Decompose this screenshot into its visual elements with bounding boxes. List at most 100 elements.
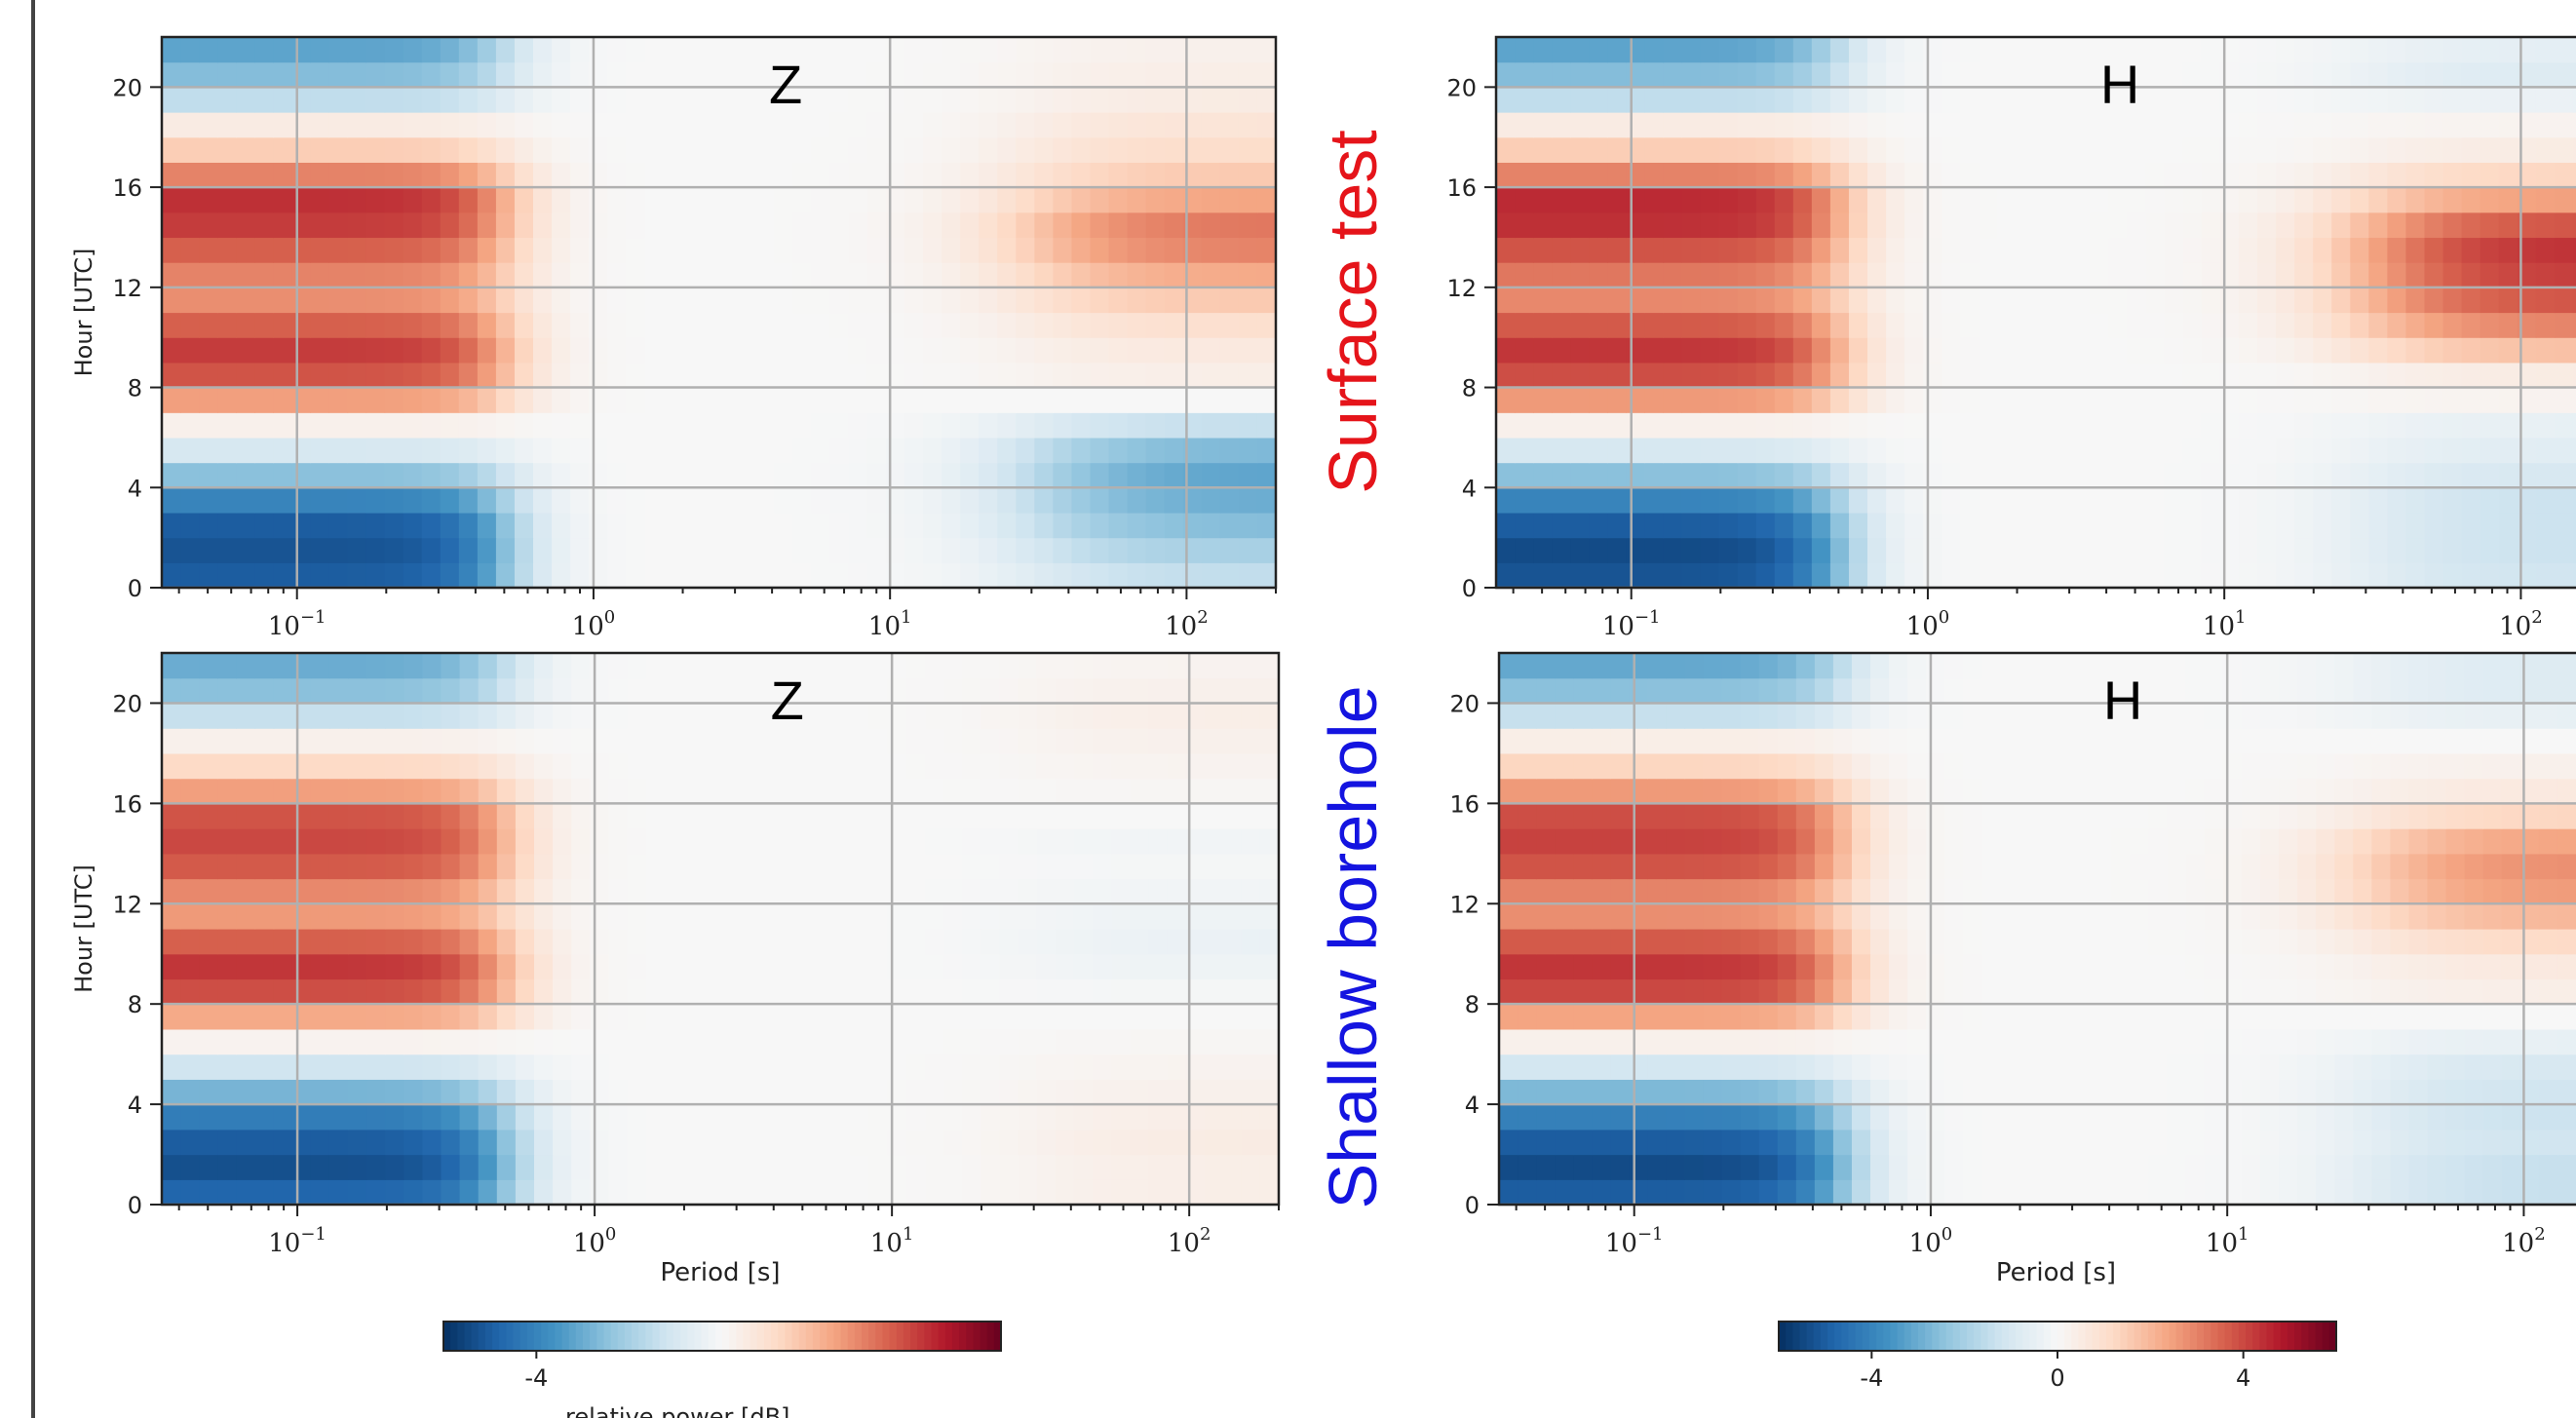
- heatmap-cell: [1018, 953, 1038, 980]
- heatmap-cell: [1997, 287, 2017, 314]
- heatmap-cell: [1036, 853, 1057, 880]
- heatmap-cell: [1758, 1028, 1779, 1055]
- heatmap-cell: [1666, 853, 1686, 880]
- heatmap-cell: [1848, 412, 1868, 439]
- heatmap-cell: [1647, 1079, 1668, 1105]
- heatmap-cell: [904, 287, 924, 314]
- heatmap-cell: [1204, 853, 1224, 880]
- heatmap-cell: [1259, 878, 1279, 904]
- heatmap-cell: [2387, 211, 2407, 239]
- heatmap-cell: [422, 1179, 442, 1205]
- heatmap-cell: [794, 1154, 815, 1180]
- heatmap-cell: [2405, 462, 2426, 488]
- heatmap-cell: [590, 903, 609, 930]
- heatmap-cell: [1870, 1054, 1890, 1080]
- heatmap-cell: [1108, 237, 1129, 263]
- heatmap-cell: [2316, 853, 2335, 880]
- heatmap-cell: [236, 187, 255, 213]
- heatmap-cell: [923, 387, 942, 413]
- heatmap-cell: [1148, 1179, 1168, 1205]
- heatmap-cell: [1164, 387, 1184, 413]
- heatmap-cell: [1238, 337, 1258, 364]
- heatmap-cell: [1666, 978, 1686, 1005]
- heatmap-cell: [2219, 162, 2240, 188]
- heatmap-cell: [1164, 37, 1184, 63]
- heatmap-cell: [1241, 929, 1261, 955]
- heatmap-cell: [1832, 1129, 1853, 1156]
- heatmap-cell: [236, 1104, 256, 1131]
- heatmap-cell: [1034, 211, 1054, 239]
- heatmap-cell: [571, 1004, 591, 1030]
- heatmap-cell: [792, 162, 813, 188]
- heatmap-cell: [1552, 37, 1571, 63]
- heatmap-cell: [1904, 462, 1924, 488]
- heatmap-cell: [2482, 1028, 2503, 1055]
- heatmap-cell: [515, 1028, 535, 1055]
- heatmap-cell: [1792, 462, 1813, 488]
- heatmap-cell: [701, 1179, 721, 1205]
- heatmap-cell: [2276, 162, 2295, 188]
- heatmap-cell: [2350, 187, 2369, 213]
- heatmap-cell: [1552, 462, 1571, 488]
- heatmap-cell: [2053, 512, 2073, 539]
- heatmap-cell: [607, 262, 627, 288]
- heatmap-cell: [2279, 929, 2298, 955]
- heatmap-cell: [962, 929, 981, 955]
- heatmap-cell: [718, 312, 739, 338]
- heatmap-cell: [1851, 1104, 1871, 1131]
- heatmap-cell: [1700, 162, 1720, 188]
- heatmap-cell: [2167, 1054, 2187, 1080]
- heatmap-cell: [1867, 187, 1887, 213]
- heatmap-cell: [1737, 562, 1757, 588]
- heatmap-cell: [254, 487, 274, 514]
- heatmap-cell: [328, 1079, 349, 1105]
- heatmap-cell: [1718, 187, 1739, 213]
- heatmap-cell: [2239, 136, 2258, 164]
- heatmap-cell: [1904, 112, 1924, 138]
- heatmap-cell: [589, 312, 608, 338]
- heatmap-cell: [478, 653, 498, 679]
- heatmap-cell: [1127, 187, 1147, 213]
- heatmap-cell: [1071, 487, 1092, 514]
- heatmap-cell: [496, 978, 517, 1005]
- heatmap-cell: [552, 187, 571, 213]
- heatmap-cell: [1718, 487, 1739, 514]
- heatmap-cell: [291, 162, 311, 188]
- heatmap-cell: [997, 287, 1017, 314]
- heatmap-cell: [385, 677, 404, 705]
- heatmap-cell: [365, 237, 386, 263]
- heatmap-cell: [774, 61, 794, 88]
- heatmap-cell: [1889, 1179, 1908, 1205]
- heatmap-cell: [1740, 1104, 1760, 1131]
- heatmap-cell: [2387, 287, 2407, 314]
- heatmap-cell: [199, 211, 218, 239]
- heatmap-cell: [2501, 878, 2521, 904]
- heatmap-cell: [1926, 853, 1945, 880]
- heatmap-cell: [217, 87, 237, 113]
- heatmap-cell: [1703, 853, 1723, 880]
- heatmap-cell: [681, 61, 702, 88]
- heatmap-cell: [1130, 703, 1149, 729]
- heatmap-cells: [1499, 653, 2576, 1205]
- heatmap-cell: [644, 287, 664, 314]
- heatmap-cell: [866, 362, 887, 389]
- heatmap-cell: [1829, 136, 1850, 164]
- heatmap-cell: [682, 1104, 703, 1131]
- heatmap-cell: [2071, 187, 2092, 213]
- heatmap-cell: [2164, 112, 2184, 138]
- heatmap-cell: [1851, 953, 1871, 980]
- heatmap-cell: [866, 437, 887, 464]
- heatmap-cell: [1848, 37, 1868, 63]
- heatmap-cell: [534, 953, 554, 980]
- heatmap-cell: [2316, 878, 2335, 904]
- heatmap-cell: [1592, 1104, 1611, 1131]
- heatmap-cell: [755, 387, 776, 413]
- heatmap-cell: [1684, 1179, 1705, 1205]
- heatmap-cell: [180, 803, 200, 829]
- heatmap-cell: [1644, 187, 1665, 213]
- heatmap-cell: [422, 1028, 442, 1055]
- heatmap-cell: [999, 953, 1019, 980]
- heatmap-cell: [2501, 1054, 2521, 1080]
- heatmap-cell: [1127, 437, 1147, 464]
- heatmap-cell: [1570, 337, 1590, 364]
